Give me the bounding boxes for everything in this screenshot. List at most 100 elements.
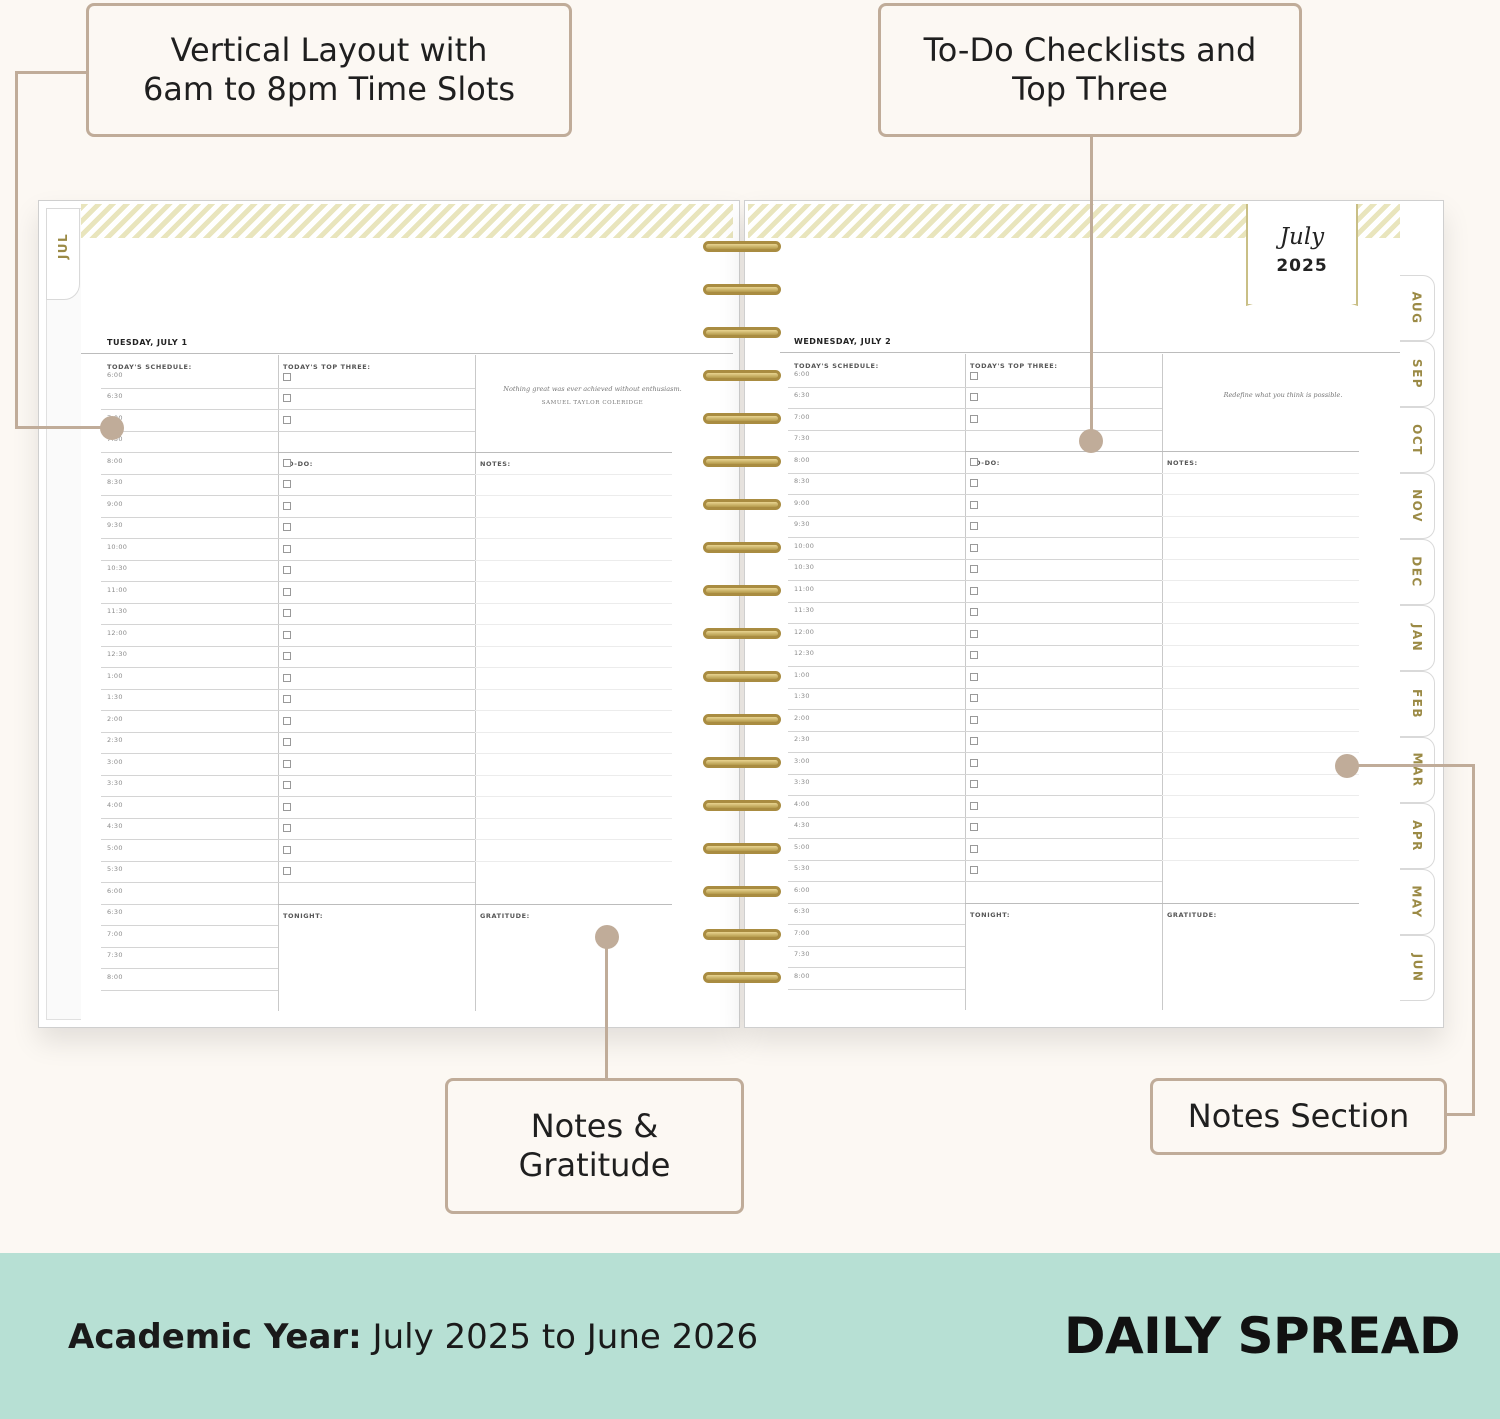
left-todo-checkbox[interactable]	[283, 652, 291, 660]
right-todo-label: TO-DO:	[970, 459, 1000, 467]
right-time-rule	[788, 859, 965, 861]
right-time-slot: 8:30	[794, 477, 810, 485]
right-notes-rule	[1162, 623, 1359, 624]
left-todo-checkbox[interactable]	[283, 781, 291, 789]
left-todo-checkbox[interactable]	[283, 695, 291, 703]
right-time-slot: 5:00	[794, 842, 810, 851]
left-todo-checkbox[interactable]	[283, 501, 291, 510]
right-todo-rule	[965, 472, 1162, 474]
right-time-rule	[788, 408, 965, 409]
right-time-slot: 2:30	[794, 735, 810, 743]
left-todo-checkbox[interactable]	[283, 458, 291, 467]
right-top-three-checkbox[interactable]	[970, 371, 978, 380]
left-page-stripe	[81, 204, 733, 238]
left-time-rule	[101, 796, 278, 797]
tab-feb[interactable]: FEB	[1400, 671, 1435, 737]
right-col-line-2	[1162, 354, 1163, 1010]
right-todo-checkbox[interactable]	[970, 801, 978, 810]
right-todo-checkbox[interactable]	[970, 715, 978, 724]
right-time-slot: 8:00	[794, 455, 810, 464]
left-time-slot: 5:30	[107, 865, 123, 873]
right-todo-checkbox[interactable]	[970, 844, 978, 853]
right-todo-checkbox[interactable]	[970, 758, 978, 767]
left-time-rule	[101, 817, 278, 819]
tab-sep[interactable]: SEP	[1400, 341, 1435, 407]
right-time-slot: 6:30	[794, 907, 810, 915]
left-time-slot: 1:00	[107, 671, 123, 680]
right-todo-checkbox[interactable]	[970, 672, 978, 681]
right-todo-checkbox[interactable]	[970, 629, 978, 638]
left-todo-checkbox[interactable]	[283, 587, 291, 596]
left-todo-rule	[278, 796, 475, 797]
left-todo-rule	[278, 538, 475, 539]
spiral-ring	[703, 886, 781, 897]
right-todo-checkbox[interactable]	[970, 479, 978, 487]
tab-oct[interactable]: OCT	[1400, 407, 1435, 473]
left-todo-checkbox[interactable]	[283, 480, 291, 488]
left-time-slot: 3:00	[107, 757, 123, 766]
tab-jan[interactable]: JAN	[1400, 605, 1435, 671]
tab-aug-label: AUG	[1409, 291, 1424, 325]
left-top-three-checkbox[interactable]	[283, 415, 291, 424]
right-time-rule	[788, 429, 965, 431]
left-top-three-checkbox[interactable]	[283, 372, 291, 381]
left-todo-checkbox[interactable]	[283, 802, 291, 811]
tab-may[interactable]: MAY	[1400, 869, 1435, 935]
right-top-three-rule	[965, 386, 1162, 388]
tab-jun[interactable]: JUN	[1400, 935, 1435, 1001]
right-todo-checkbox[interactable]	[970, 457, 978, 466]
tab-dec[interactable]: DEC	[1400, 539, 1435, 605]
left-todo-rule	[278, 645, 475, 647]
tab-nov[interactable]: NOV	[1400, 473, 1435, 539]
right-todo-checkbox[interactable]	[970, 543, 978, 552]
right-todo-checkbox[interactable]	[970, 866, 978, 874]
right-top-three-checkbox[interactable]	[970, 393, 978, 401]
left-todo-checkbox[interactable]	[283, 523, 291, 531]
leader-gratitude-v	[605, 937, 608, 1079]
tab-mar[interactable]: MAR	[1400, 737, 1435, 803]
right-todo-checkbox[interactable]	[970, 823, 978, 831]
right-todo-checkbox[interactable]	[970, 522, 978, 530]
left-todo-checkbox[interactable]	[283, 544, 291, 553]
right-time-slot: 12:30	[794, 649, 815, 657]
right-time-rule	[788, 687, 965, 689]
right-todo-rule	[965, 494, 1162, 495]
right-notes-rule	[1162, 472, 1359, 474]
left-todo-checkbox[interactable]	[283, 609, 291, 617]
left-time-slot: 8:00	[107, 972, 123, 981]
right-top-three-checkbox[interactable]	[970, 414, 978, 423]
left-todo-checkbox[interactable]	[283, 824, 291, 832]
left-todo-checkbox[interactable]	[283, 716, 291, 725]
right-todo-rule	[965, 838, 1162, 839]
right-todo-checkbox[interactable]	[970, 651, 978, 659]
right-notes-rule	[1162, 601, 1359, 603]
left-todo-checkbox[interactable]	[283, 566, 291, 574]
left-section-rule	[278, 452, 672, 453]
right-todo-checkbox[interactable]	[970, 608, 978, 616]
right-todo-rule	[965, 730, 1162, 732]
right-todo-checkbox[interactable]	[970, 780, 978, 788]
tab-apr[interactable]: APR	[1400, 803, 1435, 869]
left-todo-checkbox[interactable]	[283, 845, 291, 854]
right-todo-checkbox[interactable]	[970, 586, 978, 595]
tab-jul[interactable]: JUL	[46, 208, 80, 300]
right-todo-checkbox[interactable]	[970, 737, 978, 745]
left-todo-checkbox[interactable]	[283, 759, 291, 768]
left-time-slot: 7:30	[107, 951, 123, 959]
left-todo-checkbox[interactable]	[283, 867, 291, 875]
spiral-ring	[703, 327, 781, 338]
left-todo-rule	[278, 753, 475, 754]
right-todo-checkbox[interactable]	[970, 565, 978, 573]
left-todo-checkbox[interactable]	[283, 673, 291, 682]
tab-aug[interactable]: AUG	[1400, 275, 1435, 341]
left-time-rule	[101, 430, 278, 432]
left-todo-checkbox[interactable]	[283, 630, 291, 639]
left-col-line-2	[475, 355, 476, 1011]
left-todo-rule	[278, 860, 475, 862]
right-todo-checkbox[interactable]	[970, 500, 978, 509]
left-notes-rule	[475, 495, 672, 496]
right-todo-checkbox[interactable]	[970, 694, 978, 702]
left-top-three-checkbox[interactable]	[283, 394, 291, 402]
right-time-rule	[788, 451, 965, 452]
left-todo-checkbox[interactable]	[283, 738, 291, 746]
